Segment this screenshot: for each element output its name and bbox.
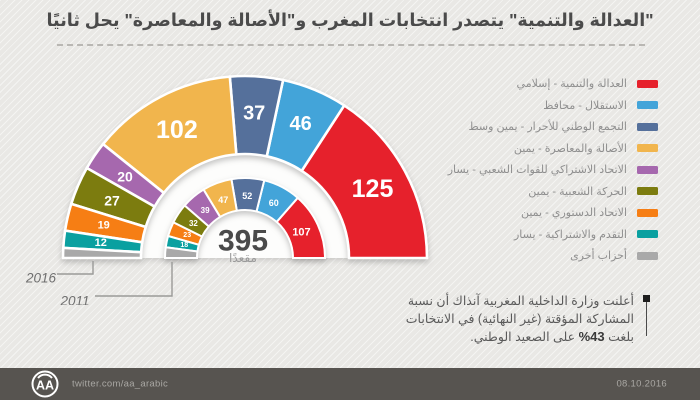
footer-twitter-handle: twitter.com/aa_arabic (72, 378, 169, 390)
footer-bar: AA twitter.com/aa_arabic 08.10.2016 (0, 368, 700, 400)
legend-swatch (637, 144, 658, 153)
legend-swatch (637, 208, 658, 217)
segment-value-label: 60 (269, 198, 279, 208)
legend-swatch (637, 187, 658, 196)
page-title: "العدالة والتنمية" يتصدر انتخابات المغرب… (46, 10, 654, 30)
segment-2011-9 (163, 246, 199, 259)
segment-value-label: 125 (352, 175, 394, 203)
year-callout-line-2016 (57, 261, 94, 275)
footer-date: 08.10.2016 (616, 378, 667, 390)
legend-label: الاتحاد الدستوري - يمين (520, 207, 627, 220)
year-callout-line-2011 (95, 262, 173, 297)
segment-value-label: 39 (201, 206, 210, 215)
year-label-2011: 2011 (59, 294, 89, 306)
segment-value-label: 19 (98, 219, 110, 231)
segment-value-label: 37 (243, 102, 265, 124)
segment-value-label: 32 (189, 219, 198, 228)
legend-item: الأصالة والمعاصرة - يمين (448, 138, 658, 160)
aa-logo: AA (31, 370, 59, 398)
segment-value-label: 47 (218, 195, 228, 205)
legend-swatch (637, 79, 658, 88)
legend-label: الأصالة والمعاصرة - يمين (513, 142, 627, 155)
note-marker-square (643, 295, 650, 302)
note-block: أعلنت وزارة الداخلية المغربية آنذاك أن ن… (398, 292, 650, 346)
segment-value-label: 102 (156, 116, 198, 144)
legend-swatch (637, 230, 658, 239)
note-line3-before: بلغت (608, 330, 634, 344)
legend-label: التقدم والاشتراكية - يسار (513, 228, 627, 241)
legend-item: الاتحاد الاشتراكي للقوات الشعبي - يسار (448, 159, 658, 181)
legend-label: الاستقلال - محافظ (543, 99, 627, 112)
legend-item: أحزاب أخرى (448, 245, 658, 267)
ring-2011 (163, 177, 327, 259)
aa-logo-arc (37, 373, 53, 379)
note-line: بلغت %43 على الصعيد الوطني. (398, 328, 634, 346)
legend-label: التجمع الوطني للأحرار - يمين وسط (468, 121, 627, 134)
segment-value-label: 18 (180, 242, 188, 249)
segment-value-label: 12 (95, 237, 107, 249)
legend-item: التجمع الوطني للأحرار - يمين وسط (448, 116, 658, 138)
note-line3-after: على الصعيد الوطني. (470, 330, 576, 344)
legend-label: أحزاب أخرى (570, 250, 627, 263)
legend-swatch (637, 251, 658, 260)
title-separator (57, 44, 645, 46)
legend-swatch (637, 122, 658, 131)
note-marker-line (646, 302, 647, 336)
aa-logo-text: AA (36, 379, 54, 393)
ring-2016 (61, 74, 429, 260)
legend: العدالة والتنمية - إسلامي الاستقلال - محا… (448, 73, 658, 267)
segment-2016-9 (61, 246, 143, 260)
legend-item: التقدم والاشتراكية - يسار (448, 224, 658, 246)
note-line: المشاركة المؤقتة (غير النهائية) في الانت… (405, 312, 634, 326)
legend-label: الاتحاد الاشتراكي للقوات الشعبي - يسار (447, 164, 627, 177)
segment-value-label: 27 (104, 192, 120, 208)
segment-value-label: 20 (117, 169, 133, 185)
legend-item: الحركة الشعبية - يمين (448, 181, 658, 203)
segment-value-label: 46 (289, 113, 311, 135)
aa-logo-circle (31, 370, 59, 398)
legend-label: العدالة والتنمية - إسلامي (516, 78, 627, 91)
year-label-2016: 2016 (25, 271, 57, 286)
legend-item: الاستقلال - محافظ (448, 95, 658, 117)
legend-item: العدالة والتنمية - إسلامي (448, 73, 658, 95)
segment-value-label: 52 (242, 191, 252, 201)
legend-label: الحركة الشعبية - يمين (528, 185, 627, 198)
total-seats-unit: مقعدًا (229, 251, 257, 265)
note-line: أعلنت وزارة الداخلية المغربية آنذاك أن ن… (407, 294, 634, 308)
segment-value-label: 23 (183, 232, 191, 239)
total-seats-value: 395 (218, 225, 268, 258)
legend-item: الاتحاد الدستوري - يمين (448, 202, 658, 224)
segment-value-label: 107 (292, 226, 310, 238)
turnout-percentage: %43 (578, 329, 605, 344)
legend-swatch (637, 101, 658, 110)
legend-swatch (637, 165, 658, 174)
